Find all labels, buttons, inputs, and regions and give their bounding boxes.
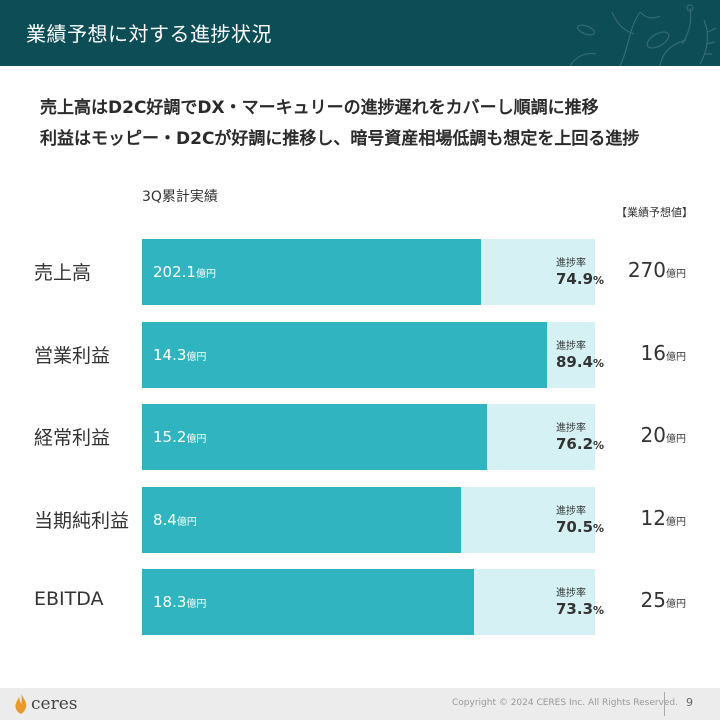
actual-value-number: 15.2 [153,428,187,446]
progress-rate-label: 進捗率 [556,588,586,599]
slide-footer: ceres Copyright © 2024 CERES Inc. All Ri… [0,688,720,720]
actual-bar: 8.4億円 [142,487,461,553]
percent-sign: % [593,522,605,535]
logo-text: ceres [31,694,78,714]
actual-bar: 202.1億円 [142,239,481,305]
actual-bar: 15.2億円 [142,404,487,470]
actual-value-unit: 億円 [186,599,207,610]
progress-rate-value: 73.3% [556,600,616,618]
copyright-text: Copyright © 2024 CERES Inc. All Rights R… [452,698,678,708]
actual-value-label: 15.2億円 [153,428,206,446]
actual-value-label: 8.4億円 [153,511,197,529]
forecast-value-label: 270億円 [628,258,686,282]
actual-value-unit: 億円 [186,352,207,363]
percent-sign: % [593,439,605,452]
chart-row: EBITDA 18.3億円 進捗率 73.3% 25億円 [0,569,720,635]
page-number: 9 [686,696,693,709]
forecast-bar: 202.1億円 [142,239,595,305]
chart-row: 当期純利益 8.4億円 進捗率 70.5% 12億円 [0,487,720,553]
forecast-bar: 15.2億円 [142,404,595,470]
forecast-bar: 8.4億円 [142,487,595,553]
category-label: 経常利益 [34,427,111,449]
actual-bar: 14.3億円 [142,322,547,388]
actual-section-label: 3Q累計実績 [142,189,218,205]
progress-rate-value: 74.9% [556,270,616,288]
progress-rate-label: 進捗率 [556,258,586,269]
progress-rate-number: 73.3 [556,600,594,618]
progress-rate-block: 進捗率 89.4% [556,337,616,371]
progress-rate-block: 進捗率 70.5% [556,502,616,536]
progress-rate-value: 70.5% [556,518,616,536]
forecast-value-number: 16 [640,341,666,365]
botanical-decoration-icon [569,4,717,66]
actual-bar: 18.3億円 [142,569,474,635]
progress-rate-label: 進捗率 [556,506,586,517]
progress-rate-label: 進捗率 [556,423,586,434]
progress-rate-block: 進捗率 74.9% [556,254,616,288]
forecast-value-number: 25 [640,588,666,612]
chart-row: 営業利益 14.3億円 進捗率 89.4% 16億円 [0,322,720,388]
forecast-value-number: 270 [627,258,666,282]
progress-rate-number: 89.4 [556,353,594,371]
category-label: 当期純利益 [34,510,130,532]
percent-sign: % [593,274,605,287]
actual-value-unit: 億円 [176,517,197,528]
percent-sign: % [593,357,605,370]
headline-line-2: 利益はモッピー・D2Cが好調に推移し、暗号資産相場低調も想定を上回る進捗 [40,129,640,149]
category-label: 営業利益 [34,345,111,367]
forecast-bar: 14.3億円 [142,322,595,388]
progress-rate-label: 進捗率 [556,341,586,352]
forecast-value-label: 12億円 [641,506,686,530]
chart-row: 売上高 202.1億円 進捗率 74.9% 270億円 [0,239,720,305]
slide-header: 業績予想に対する進捗状況 [0,0,720,66]
footer-divider [664,692,665,716]
progress-rate-value: 89.4% [556,353,616,371]
actual-value-unit: 億円 [195,269,216,280]
forecast-value-label: 25億円 [641,588,686,612]
category-label: EBITDA [34,588,104,610]
actual-value-label: 14.3億円 [153,346,206,364]
actual-value-unit: 億円 [186,434,207,445]
forecast-value-unit: 億円 [666,434,686,445]
forecast-value-unit: 億円 [666,517,686,528]
forecast-bar: 18.3億円 [142,569,595,635]
forecast-value-unit: 億円 [666,269,686,280]
percent-sign: % [593,604,605,617]
category-label: 売上高 [34,262,92,284]
forecast-value-unit: 億円 [666,352,686,363]
forecast-value-label: 20億円 [641,423,686,447]
chart-row: 経常利益 15.2億円 進捗率 76.2% 20億円 [0,404,720,470]
forecast-value-unit: 億円 [666,599,686,610]
progress-rate-value: 76.2% [556,435,616,453]
actual-value-label: 18.3億円 [153,593,206,611]
actual-value-number: 8.4 [153,511,177,529]
progress-rate-block: 進捗率 76.2% [556,419,616,453]
actual-value-number: 202.1 [153,263,196,281]
progress-rate-block: 進捗率 73.3% [556,584,616,618]
actual-value-number: 18.3 [153,593,187,611]
forecast-value-label: 16億円 [641,341,686,365]
forecast-value-number: 12 [640,506,666,530]
progress-rate-number: 70.5 [556,518,594,536]
actual-value-label: 202.1億円 [153,263,216,281]
slide-title: 業績予想に対する進捗状況 [26,22,272,46]
forecast-header-label: 【業績予想値】 [616,206,693,219]
progress-rate-number: 74.9 [556,270,594,288]
ceres-logo: ceres [14,694,78,714]
forecast-value-number: 20 [640,423,666,447]
headline-line-1: 売上高はD2C好調でDX・マーキュリーの進捗遅れをカバーし順調に推移 [40,98,599,118]
actual-value-number: 14.3 [153,346,187,364]
flame-logo-icon [15,694,27,714]
progress-rate-number: 76.2 [556,435,594,453]
